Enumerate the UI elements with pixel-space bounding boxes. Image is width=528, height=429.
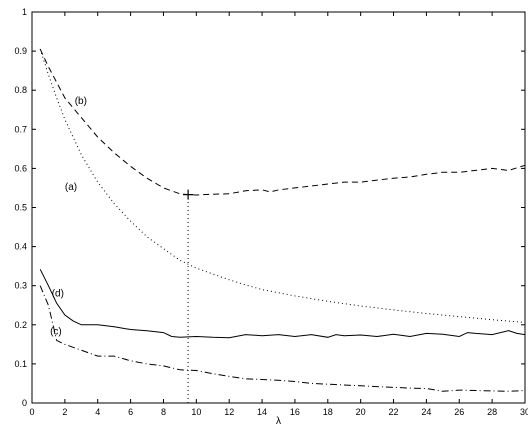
y-tick-label: 0.5: [14, 203, 27, 213]
x-tick-label: 12: [224, 407, 234, 417]
series-label-b: (b): [75, 96, 87, 107]
x-tick-label: 26: [454, 407, 464, 417]
series-label-d: (d): [52, 289, 64, 300]
y-tick-label: 0.8: [14, 85, 27, 95]
series-label-c: (c): [50, 327, 62, 338]
y-tick-label: 0.3: [14, 281, 27, 291]
plot-area: [31, 11, 526, 404]
x-tick-label: 4: [95, 407, 100, 417]
series-labels: (b) (a) (d) (c): [50, 96, 87, 338]
y-tick-label: 0.9: [14, 46, 27, 56]
x-tick-label: 14: [257, 407, 267, 417]
x-tick-label: 30: [520, 407, 528, 417]
series-label-a: (a): [65, 182, 77, 193]
y-tick-label: 0: [22, 398, 27, 408]
series-line-d: [39, 269, 526, 339]
axis-ticks: 0 2 4 6 8 10 12 14 16 18 20 22 24 26 28 3000.10.20.30.4…: [14, 7, 528, 417]
x-tick-label: 22: [389, 407, 399, 417]
y-tick-label: 0.2: [14, 320, 27, 330]
annotations-group: [183, 189, 194, 403]
series-group: [39, 48, 526, 392]
x-tick-label: 20: [356, 407, 366, 417]
y-tick-label: 0.7: [14, 124, 27, 134]
x-tick-label: 24: [421, 407, 431, 417]
x-tick-label: 28: [487, 407, 497, 417]
series-line-a: [39, 48, 526, 323]
series-line-c: [39, 285, 526, 392]
y-tick-label: 0.6: [14, 163, 27, 173]
y-tick-label: 0.1: [14, 359, 27, 369]
x-tick-label: 16: [290, 407, 300, 417]
x-tick-label: 10: [191, 407, 201, 417]
x-tick-label: 18: [323, 407, 333, 417]
x-tick-label: 6: [128, 407, 133, 417]
x-tick-label: 0: [29, 407, 34, 417]
y-tick-label: 0.4: [14, 242, 27, 252]
y-tick-label: 1: [22, 7, 27, 17]
x-tick-label: 2: [62, 407, 67, 417]
x-axis-label: λ: [276, 416, 281, 427]
x-tick-label: 8: [161, 407, 166, 417]
series-line-b: [39, 48, 526, 196]
